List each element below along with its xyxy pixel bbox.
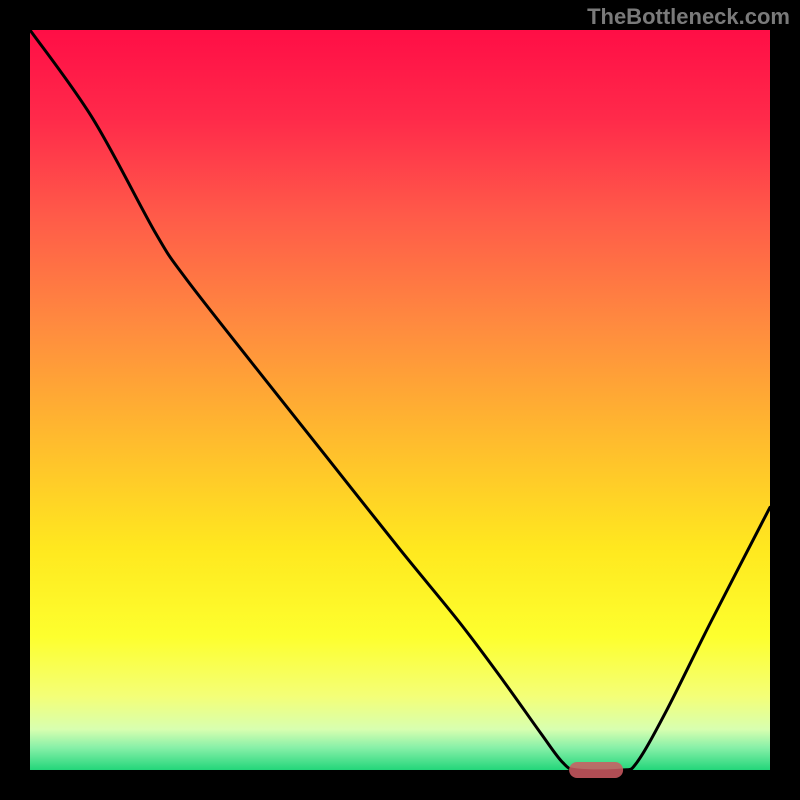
chart-background [30, 30, 770, 770]
bottleneck-chart [0, 0, 800, 800]
watermark-text: TheBottleneck.com [587, 4, 790, 30]
optimum-marker [569, 762, 623, 778]
chart-container: TheBottleneck.com [0, 0, 800, 800]
